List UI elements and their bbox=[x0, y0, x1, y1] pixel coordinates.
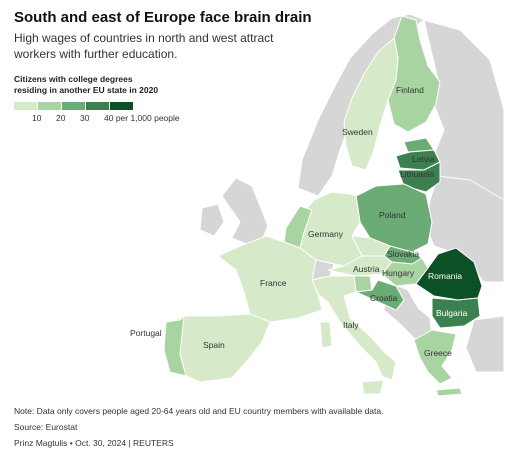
portugal-region[interactable] bbox=[163, 315, 187, 377]
legend-swatch bbox=[14, 102, 37, 110]
credit-line: Prinz Magtulis • Oct. 30, 2024 | REUTERS bbox=[14, 438, 174, 448]
label-romania: Romania bbox=[428, 271, 462, 281]
ireland-shape bbox=[199, 203, 225, 237]
footnote: Note: Data only covers people aged 20-64… bbox=[14, 406, 384, 416]
legend-tick: 30 bbox=[80, 113, 90, 123]
label-poland: Poland bbox=[379, 210, 406, 220]
legend-swatch bbox=[86, 102, 109, 110]
sweden-region[interactable] bbox=[343, 37, 399, 171]
legend-swatch bbox=[110, 102, 133, 110]
legend-title-line2: residing in another EU state in 2020 bbox=[14, 85, 159, 95]
label-portugal: Portugal bbox=[130, 328, 162, 338]
page-subtitle: High wages of countries in north and wes… bbox=[14, 31, 274, 61]
romania-region[interactable] bbox=[415, 247, 483, 301]
label-latvia: Latvia bbox=[412, 154, 435, 164]
greece-region[interactable] bbox=[413, 329, 457, 385]
hungary-region[interactable] bbox=[381, 257, 429, 287]
label-sweden: Sweden bbox=[342, 127, 373, 137]
legend-tick: 40 per 1,000 people bbox=[104, 113, 180, 123]
label-germany: Germany bbox=[308, 229, 344, 239]
country-labels: Finland Sweden Latvia Lithuania Poland G… bbox=[130, 85, 467, 358]
label-bulgaria: Bulgaria bbox=[436, 308, 467, 318]
sicily-region[interactable] bbox=[361, 379, 385, 395]
label-italy: Italy bbox=[343, 320, 359, 330]
turkey-shape bbox=[465, 315, 505, 373]
sardinia-region[interactable] bbox=[319, 321, 333, 349]
label-slovakia: Slovakia bbox=[387, 249, 419, 259]
label-spain: Spain bbox=[203, 340, 225, 350]
label-lithuania: Lithuania bbox=[400, 169, 435, 179]
poland-region[interactable] bbox=[355, 183, 433, 253]
legend-swatch bbox=[38, 102, 61, 110]
non-eu-land bbox=[199, 13, 505, 373]
legend-title: Citizens with college degrees residing i… bbox=[14, 74, 158, 96]
italy-region[interactable] bbox=[311, 275, 397, 381]
label-hungary: Hungary bbox=[382, 268, 415, 278]
label-greece: Greece bbox=[424, 348, 452, 358]
bulgaria-region[interactable] bbox=[431, 297, 481, 329]
legend-color-scale bbox=[14, 102, 134, 110]
croatia-region[interactable] bbox=[355, 279, 405, 311]
greece-crete-region[interactable] bbox=[435, 387, 463, 397]
legend-title-line1: Citizens with college degrees bbox=[14, 74, 133, 84]
france-region[interactable] bbox=[217, 235, 323, 323]
source-line: Source: Eurostat bbox=[14, 422, 78, 432]
uk-shape bbox=[221, 177, 269, 245]
legend-tick: 20 bbox=[56, 113, 66, 123]
label-finland: Finland bbox=[396, 85, 424, 95]
legend-swatch bbox=[62, 102, 85, 110]
label-croatia: Croatia bbox=[370, 293, 398, 303]
label-austria: Austria bbox=[353, 264, 380, 274]
label-france: France bbox=[260, 278, 287, 288]
slovenia-region[interactable] bbox=[353, 275, 373, 293]
page-title: South and east of Europe face brain drai… bbox=[14, 9, 312, 26]
legend-tick: 10 bbox=[32, 113, 42, 123]
